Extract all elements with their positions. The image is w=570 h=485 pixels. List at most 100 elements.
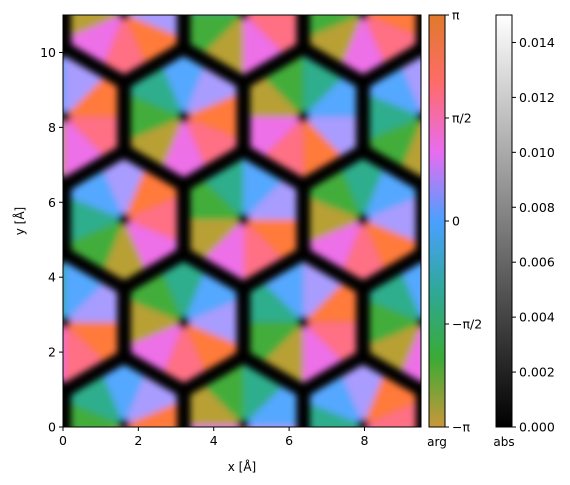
phase-sector xyxy=(310,15,363,63)
phase-sector xyxy=(205,0,244,14)
phase-sector xyxy=(243,219,283,281)
phase-sector xyxy=(5,14,44,75)
hex-cell xyxy=(190,0,297,75)
phase-sector xyxy=(303,78,357,117)
phase-sector xyxy=(342,0,383,14)
phase-sector xyxy=(250,283,304,323)
phase-sector xyxy=(130,67,184,117)
plot-frame xyxy=(62,14,422,428)
phase-sector xyxy=(204,158,244,220)
phase-sector xyxy=(103,159,145,220)
phase-sector xyxy=(71,0,124,14)
phase-sector xyxy=(190,181,244,220)
phase-sector xyxy=(342,159,383,220)
phase-sector xyxy=(204,219,244,281)
phase-sector xyxy=(103,364,145,426)
phase-sector xyxy=(264,116,304,178)
hex-cell xyxy=(71,0,177,75)
phase-sector xyxy=(0,220,5,259)
hex-cell xyxy=(190,364,297,427)
phase-sector xyxy=(310,15,361,37)
colorbar-tick-label: 0.008 xyxy=(519,200,555,215)
hex-cell xyxy=(369,262,421,382)
phase-sector xyxy=(124,425,129,427)
y-tick-label: 2 xyxy=(48,345,56,360)
abs-colorbar: 0.000 0.002 0.004 0.006 0.008 0.010 0.012 0.014… xyxy=(493,14,555,449)
cell-center-node xyxy=(117,418,131,427)
abs-colorbar-label: abs xyxy=(493,435,514,449)
abs-colorbar-gradient xyxy=(495,14,513,428)
cell-center-node xyxy=(356,213,370,226)
phase-sector xyxy=(71,170,124,220)
phase-sector xyxy=(124,376,177,426)
phase-sector xyxy=(191,0,244,14)
x-tick-label: 4 xyxy=(210,433,218,448)
phase-sector xyxy=(303,261,342,323)
phase-sector xyxy=(303,322,342,383)
phase-sector xyxy=(124,15,177,63)
hex-cell xyxy=(0,0,58,75)
phase-sector xyxy=(64,322,103,383)
arg-colorbar: −π −π/2 0 π/2 π arg xyxy=(427,8,482,450)
colorbar-tick-label: π/2 xyxy=(452,110,472,125)
phase-sector xyxy=(369,117,421,166)
phase-sector xyxy=(124,0,177,14)
hex-cell xyxy=(250,56,357,178)
colorbar-tick-label: 0.006 xyxy=(519,255,555,270)
phase-sector xyxy=(183,273,237,323)
colorbar-tick-label: 0.014 xyxy=(519,35,555,50)
phase-sector xyxy=(104,219,145,280)
phase-sector xyxy=(401,262,421,319)
phase-sector xyxy=(310,403,363,427)
cell-center-node xyxy=(117,213,131,226)
phase-sector xyxy=(130,322,184,372)
hex-cell xyxy=(310,0,416,75)
phase-sector xyxy=(124,219,177,269)
phase-sector xyxy=(363,0,416,14)
phase-sector xyxy=(63,116,65,178)
hex-cell xyxy=(0,159,58,280)
phase-sector xyxy=(264,261,304,323)
y-tick-label: 10 xyxy=(40,45,56,60)
colorbar-tick-label: 0 xyxy=(452,214,460,229)
phase-sector xyxy=(342,219,384,280)
phase-sector xyxy=(342,15,384,75)
phase-sector xyxy=(63,321,65,323)
phase-sector xyxy=(369,67,421,117)
phase-sector xyxy=(204,364,244,426)
phase-sector xyxy=(130,273,184,323)
phase-sector xyxy=(64,116,118,156)
hex-cell xyxy=(130,261,237,383)
phase-sector xyxy=(310,376,363,426)
y-tick-label: 6 xyxy=(48,195,56,210)
phase-sector xyxy=(342,364,383,426)
phase-sector xyxy=(303,322,357,361)
phase-sector xyxy=(363,219,416,269)
phase-sector xyxy=(103,0,144,14)
y-tick-label: 0 xyxy=(48,420,56,435)
phase-sector xyxy=(64,78,118,117)
phase-sector xyxy=(243,386,297,426)
phase-sector xyxy=(0,365,5,426)
colorbar-tick-label: −π xyxy=(452,420,470,435)
phase-sector xyxy=(130,301,184,345)
hex-cell xyxy=(190,158,297,281)
phase-sector xyxy=(64,322,118,361)
phase-sector xyxy=(402,326,421,382)
hex-cell xyxy=(130,56,237,178)
phase-sector xyxy=(190,219,244,258)
hex-cell xyxy=(369,57,421,177)
phase-sector xyxy=(104,15,145,75)
arg-colorbar-label: arg xyxy=(427,435,447,449)
cell-center-node xyxy=(356,418,370,427)
phase-sector xyxy=(0,0,5,14)
phase-sector xyxy=(363,425,368,427)
phase-sector xyxy=(303,116,342,178)
phase-sector xyxy=(64,56,103,117)
phase-sector xyxy=(0,0,5,14)
hex-cell xyxy=(63,56,118,178)
cell-center-node xyxy=(0,419,11,432)
phase-sector xyxy=(64,116,103,178)
hex-cell xyxy=(63,261,118,383)
